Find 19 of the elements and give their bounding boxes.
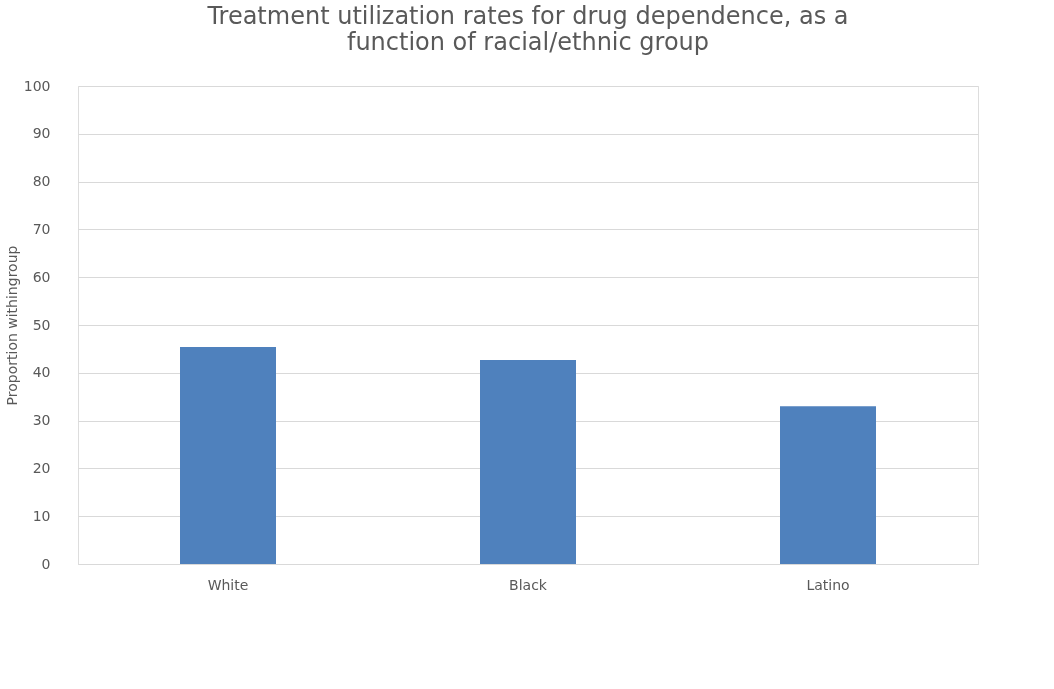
chart-title: Treatment utilization rates for drug dependence, as a function of racial/ethnic group <box>206 2 849 56</box>
y-tick-label: 0 <box>41 555 51 572</box>
y-tick-label: 50 <box>32 316 51 333</box>
bar <box>180 346 276 564</box>
bar <box>780 406 876 564</box>
x-tick-label: Latino <box>806 576 850 593</box>
y-tick-label: 40 <box>32 364 51 381</box>
y-tick-label: 20 <box>32 459 51 476</box>
y-tick-label: 90 <box>32 125 51 142</box>
y-tick-label: 60 <box>32 268 51 285</box>
y-tick-label: 80 <box>32 173 51 190</box>
x-tick-label: White <box>207 576 249 593</box>
y-tick-label: 70 <box>32 220 51 237</box>
y-tick-label: 30 <box>32 412 51 429</box>
y-tick-label: 100 <box>23 77 51 94</box>
y-axis-title: Proportion withingroup <box>3 245 20 406</box>
bar <box>480 359 576 564</box>
y-tick-label: 10 <box>32 507 51 524</box>
x-tick-label: Black <box>509 576 548 593</box>
